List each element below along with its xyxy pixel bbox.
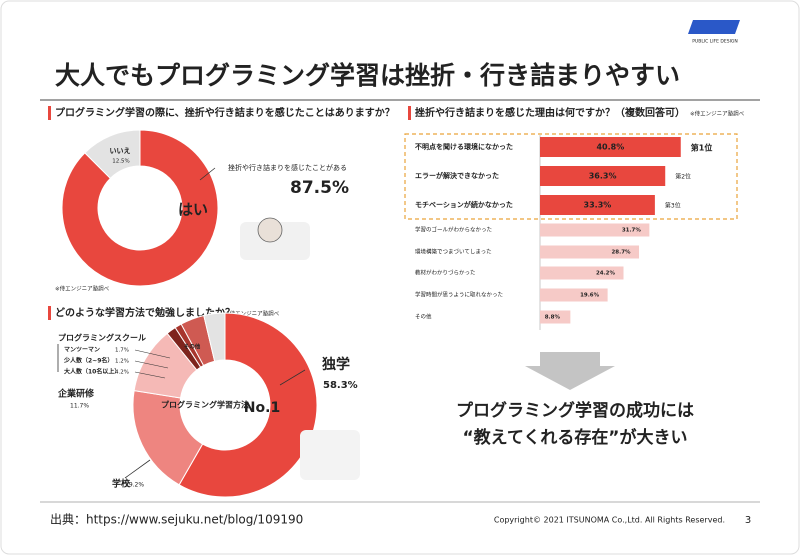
top3-box	[404, 133, 738, 220]
source-note: ※侍エンジニア塾調べ	[690, 110, 745, 118]
value-label: 24.2%	[596, 271, 616, 277]
center-label: プログラミング学習方法	[161, 400, 249, 410]
category-label: 学習のゴールがわからなかった	[415, 226, 492, 234]
copyright: Copyright© 2021 ITSUNOMA Co.,Ltd. All Ri…	[494, 516, 725, 525]
page-number: 3	[745, 515, 751, 526]
illustration	[300, 430, 360, 480]
bar	[540, 195, 655, 215]
section-title: 挫折や行き詰まりを感じた理由は何ですか？（複数回答可）	[415, 106, 685, 119]
bar	[540, 137, 681, 157]
donut-segment	[84, 129, 141, 180]
rank-label: 第1位	[691, 143, 713, 153]
source-note: ※侍エンジニア塾調べ	[225, 310, 280, 318]
callout	[134, 371, 166, 379]
bar	[540, 310, 571, 324]
segment-label: 学校	[112, 478, 131, 490]
category-label: 環境構築でつまづいてしまった	[415, 248, 492, 256]
category-label: 教材がわかりづらかった	[415, 269, 476, 277]
value-label: 87.5%	[290, 178, 349, 198]
highlight: No.1	[244, 400, 280, 416]
illustration	[257, 217, 283, 243]
callout	[124, 459, 151, 479]
annotation: 挫折や行き詰まりを感じたことがある	[228, 163, 347, 172]
value-label: 19.2%	[125, 482, 144, 489]
bar	[540, 245, 640, 259]
value-label: 19.6%	[580, 293, 600, 299]
value-label: 12.5%	[112, 159, 129, 165]
segment-label: 大人数（10名以上）	[64, 368, 120, 376]
value-label: 58.3%	[323, 380, 358, 391]
value-label: 1.7%	[115, 348, 129, 354]
section-title: プログラミング学習の際に、挫折や行き詰まりを感じたことはありますか？	[55, 106, 395, 119]
value-label: 8.8%	[545, 315, 561, 321]
arrow	[525, 352, 615, 390]
header-bar	[48, 306, 51, 320]
group-label: プログラミングスクール	[58, 333, 146, 343]
callout	[134, 349, 171, 359]
category-label: エラーが解決できなかった	[415, 171, 499, 180]
value-label: 40.8%	[596, 143, 624, 152]
logo-caption: PUBLIC LIFE DESIGN	[692, 39, 738, 45]
segment-label: 企業研修	[57, 388, 95, 400]
header-bar	[408, 106, 411, 120]
value-label: 1.2%	[115, 359, 129, 365]
bar	[540, 266, 624, 280]
segment-label: 独学	[322, 356, 350, 373]
callout	[279, 369, 306, 386]
source-note: ※侍エンジニア塾調べ	[55, 285, 110, 293]
value-label: 33.3%	[584, 201, 612, 210]
section-title: どのような学習方法で勉強しましたか？	[55, 306, 235, 319]
value-label: 11.7%	[70, 403, 89, 410]
header-bar	[48, 106, 51, 120]
conclusion: プログラミング学習の成功には	[456, 400, 694, 421]
category-label: 学習時間が思うように取れなかった	[415, 291, 503, 299]
logo	[688, 20, 740, 34]
category-label: その他	[415, 313, 432, 321]
segment-label: 少人数（2~9名）	[63, 357, 113, 365]
slide-title: 大人でもプログラミング学習は挫折・行き詰まりやすい	[55, 61, 680, 90]
segment-label: はい	[178, 201, 208, 219]
value-label: 28.7%	[611, 250, 631, 256]
rank-label: 第3位	[665, 202, 681, 210]
category-label: 不明点を聞ける環境になかった	[415, 142, 513, 151]
bar	[540, 223, 650, 237]
donut-segment	[203, 312, 226, 362]
bar	[540, 288, 608, 302]
callout	[134, 360, 169, 369]
value-label: 36.3%	[589, 172, 617, 181]
source: 出典：https://www.sejuku.net/blog/109190	[50, 513, 303, 527]
bar	[540, 166, 666, 186]
rank-label: 第2位	[675, 173, 691, 181]
value-label: 4.2%	[115, 370, 129, 376]
donut-segment	[61, 129, 219, 287]
donut-segment	[178, 312, 318, 498]
category-label: モチベーションが続かなかった	[415, 200, 513, 209]
value-label: 31.7%	[622, 228, 642, 234]
conclusion: “教えてくれる存在”が大きい	[463, 427, 688, 448]
callout	[199, 167, 216, 181]
segment-label: いいえ	[110, 146, 131, 155]
segment-label: その他	[184, 343, 201, 351]
segment-label: マンツーマン	[64, 347, 100, 354]
